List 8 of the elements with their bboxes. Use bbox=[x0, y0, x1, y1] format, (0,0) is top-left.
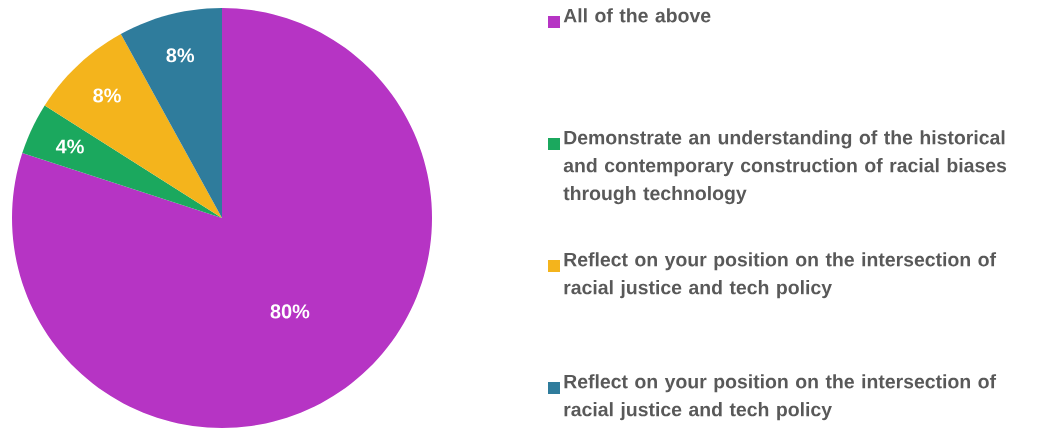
data-label: 80% bbox=[270, 304, 310, 319]
data-label: 8% bbox=[166, 48, 195, 63]
legend-label: Reflect on your position on the intersection of racial justice and tech policy bbox=[564, 374, 997, 421]
legend-label: Reflect on your position on the intersection of racial justice and tech policy bbox=[564, 252, 997, 299]
data-label: 4% bbox=[55, 139, 84, 154]
data-label: 8% bbox=[93, 88, 121, 103]
legend-label: All of the above bbox=[563, 8, 711, 23]
legend-label: Demonstrate an understanding of the historical and contemporary construction of racial biases through technology bbox=[563, 130, 1007, 205]
